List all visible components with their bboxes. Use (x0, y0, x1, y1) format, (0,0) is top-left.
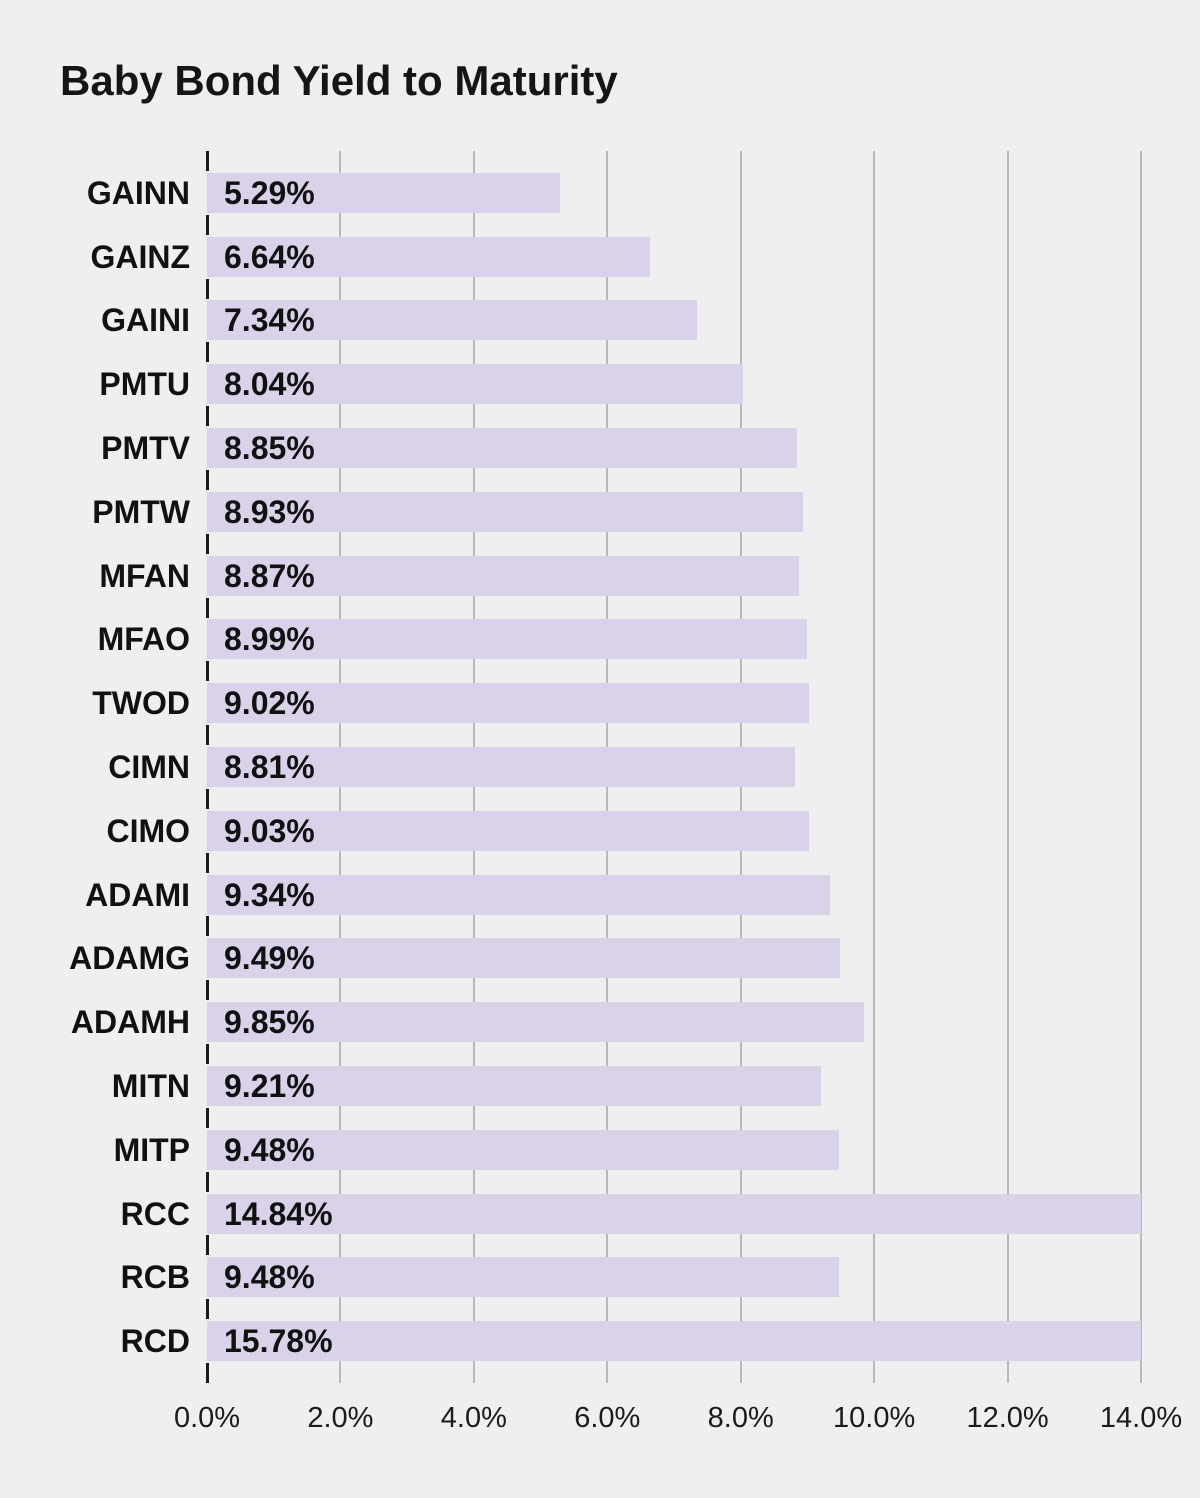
bar-value-label-mfao: 8.99% (224, 621, 315, 658)
category-label-mitp: MITP (113, 1131, 190, 1168)
category-axis-tick (206, 1044, 209, 1065)
category-axis-tick (206, 852, 209, 873)
bar-value-label-mfan: 8.87% (224, 557, 315, 594)
x-axis-label-120: 12.0% (966, 1402, 1049, 1434)
bar-value-label-adami: 9.34% (224, 876, 315, 913)
category-label-mfao: MFAO (97, 621, 190, 658)
category-label-twod: TWOD (92, 685, 190, 722)
category-axis-tick (206, 980, 209, 1001)
bar-value-label-gainn: 5.29% (224, 174, 315, 211)
bar-twod (207, 683, 809, 724)
bar-rcc (207, 1193, 1141, 1234)
bar-pmtu (207, 364, 744, 405)
category-axis-tick (206, 916, 209, 937)
category-label-rcb: RCB (120, 1259, 190, 1296)
category-label-mfan: MFAN (99, 557, 190, 594)
bar-cimn (207, 747, 795, 787)
bar-gainn (207, 172, 560, 213)
category-label-rcd: RCD (120, 1323, 190, 1360)
chart-title: Baby Bond Yield to Maturity (60, 57, 618, 104)
category-axis-tick (206, 278, 209, 299)
category-axis-tick (206, 533, 209, 554)
category-axis-tick (206, 1299, 209, 1320)
category-label-pmtv: PMTV (101, 430, 190, 467)
category-axis-tick (206, 342, 209, 363)
bar-mfan (207, 555, 799, 596)
category-label-adamh: ADAMH (70, 1004, 190, 1041)
bar-value-label-pmtv: 8.85% (224, 430, 315, 467)
bar-adami (207, 874, 831, 915)
bar-value-label-adamg: 9.49% (224, 940, 315, 977)
category-axis-tick (206, 1171, 209, 1192)
category-axis-tick (206, 214, 209, 235)
bar-mitp (207, 1129, 840, 1170)
x-axis-label-60: 6.0% (574, 1402, 641, 1434)
bar-mitn (207, 1065, 822, 1106)
plot-area: 5.29% 6.64% 7.34% 8.04% 8.85% 8.93% 8.87% 8.99%… (206, 151, 1142, 1383)
category-label-gainz: GAINZ (90, 238, 190, 275)
category-axis-tick (206, 406, 209, 427)
x-axis-label-80: 8.0% (707, 1402, 774, 1434)
x-axis-label-20: 2.0% (307, 1402, 374, 1434)
category-label-mitn: MITN (111, 1067, 190, 1104)
bar-value-label-twod: 9.02% (224, 685, 315, 722)
category-axis-tick (206, 725, 209, 746)
category-label-gaini: GAINI (101, 302, 190, 339)
category-label-adami: ADAMI (85, 876, 190, 913)
bar-mfao (207, 619, 807, 660)
bar-value-label-cimo: 9.03% (224, 812, 315, 849)
bar-pmtv (207, 428, 798, 469)
bar-value-label-pmtu: 8.04% (224, 366, 315, 403)
bar-gaini (207, 300, 697, 341)
gridline-12 (1006, 151, 1009, 1383)
category-label-adamg: ADAMG (69, 940, 190, 977)
category-axis-tick (206, 661, 209, 682)
x-axis-label-00: 0.0% (173, 1402, 241, 1434)
x-axis-label-140: 14.0% (1099, 1402, 1183, 1434)
category-axis-tick (206, 597, 209, 618)
bar-adamh (207, 1002, 865, 1043)
bar-value-label-pmtw: 8.93% (224, 493, 315, 530)
bar-gainz (207, 236, 650, 277)
category-axis-tick (206, 788, 209, 809)
x-axis-label-40: 4.0% (440, 1402, 507, 1434)
x-axis-label-100: 10.0% (833, 1402, 916, 1434)
gridline-10 (873, 151, 876, 1383)
category-label-pmtu: PMTU (99, 366, 190, 403)
category-label-gainn: GAINN (86, 174, 190, 211)
bar-pmtw (207, 491, 803, 532)
bar-value-label-gainz: 6.64% (224, 238, 315, 275)
category-axis-tick (206, 469, 209, 490)
category-label-pmtw: PMTW (92, 493, 190, 530)
bar-cimo (207, 810, 810, 851)
bar-value-label-adamh: 9.85% (224, 1004, 315, 1041)
gridline-14 (1140, 151, 1142, 1383)
bar-value-label-rcd: 15.78% (224, 1323, 333, 1360)
category-axis-tick (206, 1363, 209, 1383)
bar-value-label-mitp: 9.48% (224, 1131, 315, 1168)
bar-value-label-rcb: 9.48% (224, 1259, 315, 1296)
category-axis-tick (206, 1235, 209, 1256)
category-axis-tick (206, 1107, 209, 1128)
bar-value-label-gaini: 7.34% (224, 302, 315, 339)
bar-rcd (207, 1321, 1141, 1362)
bar-value-label-cimn: 8.81% (224, 749, 315, 785)
bar-value-label-rcc: 14.84% (224, 1195, 333, 1232)
category-label-cimn: CIMN (108, 749, 190, 785)
category-axis-tick (206, 151, 209, 171)
bar-adamg (207, 938, 841, 979)
bar-rcb (207, 1257, 840, 1298)
category-label-cimo: CIMO (106, 812, 190, 849)
category-label-rcc: RCC (120, 1195, 190, 1232)
bar-value-label-mitn: 9.21% (224, 1067, 315, 1104)
